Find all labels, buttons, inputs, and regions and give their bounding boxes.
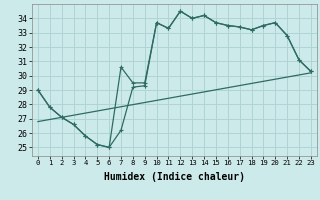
- X-axis label: Humidex (Indice chaleur): Humidex (Indice chaleur): [104, 172, 245, 182]
